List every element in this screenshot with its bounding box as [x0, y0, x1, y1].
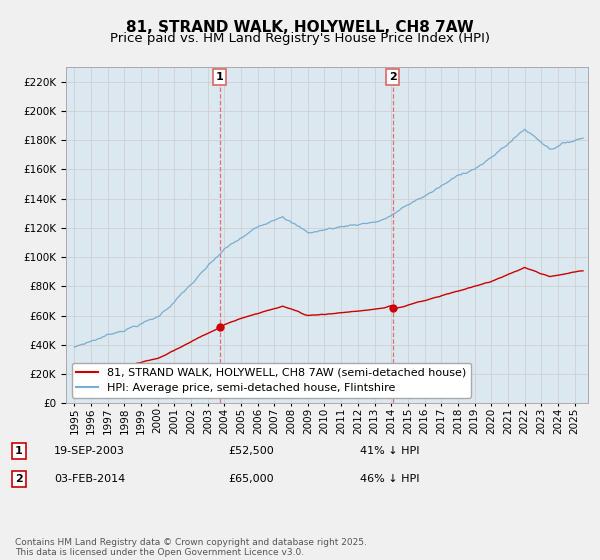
- Text: 2: 2: [15, 474, 23, 484]
- Text: 19-SEP-2003: 19-SEP-2003: [54, 446, 125, 456]
- Text: 81, STRAND WALK, HOLYWELL, CH8 7AW: 81, STRAND WALK, HOLYWELL, CH8 7AW: [126, 20, 474, 35]
- Text: £65,000: £65,000: [228, 474, 274, 484]
- Text: Contains HM Land Registry data © Crown copyright and database right 2025.
This d: Contains HM Land Registry data © Crown c…: [15, 538, 367, 557]
- Text: 03-FEB-2014: 03-FEB-2014: [54, 474, 125, 484]
- Text: 1: 1: [15, 446, 23, 456]
- Text: 1: 1: [216, 72, 224, 82]
- Text: 46% ↓ HPI: 46% ↓ HPI: [360, 474, 419, 484]
- Text: Price paid vs. HM Land Registry's House Price Index (HPI): Price paid vs. HM Land Registry's House …: [110, 32, 490, 45]
- Text: £52,500: £52,500: [228, 446, 274, 456]
- Text: 2: 2: [389, 72, 397, 82]
- Text: 41% ↓ HPI: 41% ↓ HPI: [360, 446, 419, 456]
- Legend: 81, STRAND WALK, HOLYWELL, CH8 7AW (semi-detached house), HPI: Average price, se: 81, STRAND WALK, HOLYWELL, CH8 7AW (semi…: [71, 363, 471, 398]
